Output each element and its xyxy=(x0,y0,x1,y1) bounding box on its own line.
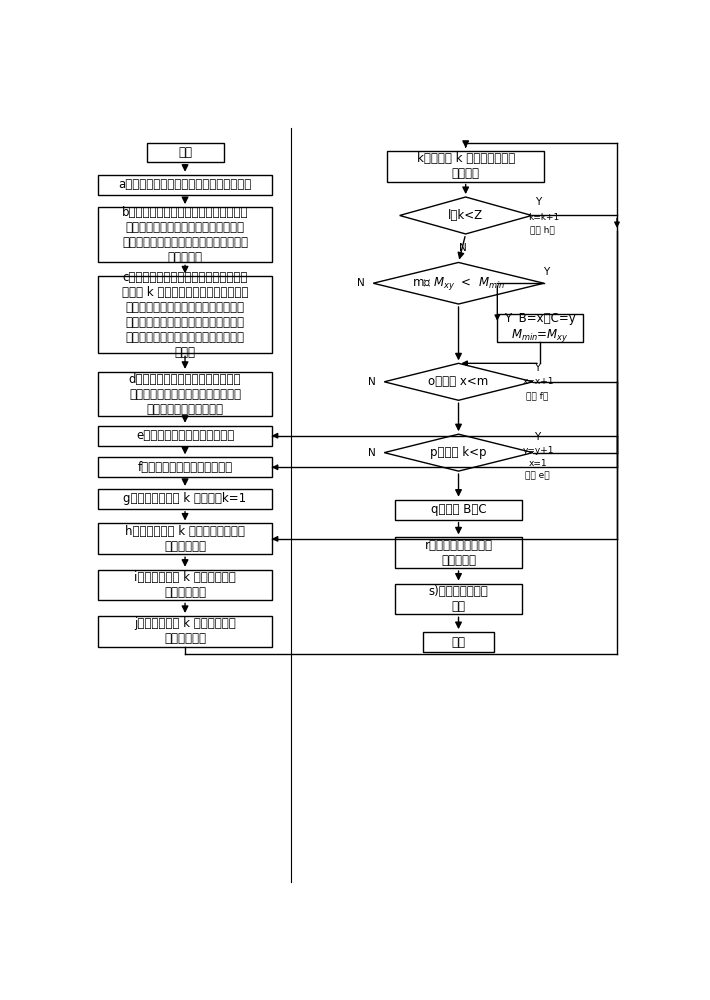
FancyBboxPatch shape xyxy=(387,151,544,182)
Text: 开始: 开始 xyxy=(178,146,192,159)
FancyBboxPatch shape xyxy=(99,457,272,477)
FancyBboxPatch shape xyxy=(99,489,272,509)
FancyBboxPatch shape xyxy=(99,570,272,600)
FancyBboxPatch shape xyxy=(99,175,272,195)
Text: s)根据优化值磨辊
加工: s)根据优化值磨辊 加工 xyxy=(429,585,488,613)
FancyBboxPatch shape xyxy=(395,584,522,614)
Text: 步骤 e）: 步骤 e） xyxy=(525,471,550,480)
Text: c）收集换辊周期内现场设备工艺参数，
生产第 k 卷带钢时，轧机的压下量，收
集冷连轧机组上下工作辊磨辊域值，定
义上下辊粗糙度搜索参数并初始化，定
义上下辊粗: c）收集换辊周期内现场设备工艺参数， 生产第 k 卷带钢时，轧机的压下量，收 集… xyxy=(122,271,248,359)
Polygon shape xyxy=(373,262,544,304)
Text: a）计算机组带钢上下表面压印率相对系数: a）计算机组带钢上下表面压印率相对系数 xyxy=(119,178,251,191)
Text: i）计算生产第 k 卷带钢时，上
工作辊压印率: i）计算生产第 k 卷带钢时，上 工作辊压印率 xyxy=(134,571,236,599)
FancyBboxPatch shape xyxy=(146,143,224,162)
Text: x=x+1: x=x+1 xyxy=(523,377,554,386)
Text: g）产品卷号参数 k 初始化，k=1: g）产品卷号参数 k 初始化，k=1 xyxy=(124,492,246,505)
Text: N: N xyxy=(459,243,466,253)
Text: r）计算上下辊粗糙度
优化设定值: r）计算上下辊粗糙度 优化设定值 xyxy=(425,539,493,567)
Text: Y: Y xyxy=(535,197,542,207)
Polygon shape xyxy=(400,197,532,234)
Text: d）预设定上下辊粗糙度，定义带钢
表面粗糙度综合方差最小值，定义综
合方差锁定变量并初始化: d）预设定上下辊粗糙度，定义带钢 表面粗糙度综合方差最小值，定义综 合方差锁定变… xyxy=(129,373,241,416)
Text: 结束: 结束 xyxy=(452,636,466,649)
FancyBboxPatch shape xyxy=(422,632,494,652)
FancyBboxPatch shape xyxy=(99,616,272,647)
FancyBboxPatch shape xyxy=(99,207,272,262)
FancyBboxPatch shape xyxy=(99,276,272,353)
Text: Y: Y xyxy=(543,267,550,277)
FancyBboxPatch shape xyxy=(395,500,522,520)
Text: l）k<Z: l）k<Z xyxy=(448,209,484,222)
Text: j）计算生产第 k 卷带钢时，下
工作辊压印率: j）计算生产第 k 卷带钢时，下 工作辊压印率 xyxy=(134,617,236,645)
Text: x=1: x=1 xyxy=(529,459,547,468)
Text: q）输出 B、C: q）输出 B、C xyxy=(431,503,486,516)
FancyBboxPatch shape xyxy=(99,372,272,416)
Text: b）收集换辊周期内产品的工艺参数，定
义产品带钢的卷号参数，收集换辊周期
内钢卷总数，带钢的厚度，带钢的强度，
带钢的长度: b）收集换辊周期内产品的工艺参数，定 义产品带钢的卷号参数，收集换辊周期 内钢卷… xyxy=(122,206,248,264)
Text: 步骤 h）: 步骤 h） xyxy=(530,225,555,234)
Text: k=k+1: k=k+1 xyxy=(528,213,559,222)
Text: Y: Y xyxy=(534,432,540,442)
Text: N: N xyxy=(368,448,376,458)
Text: o）判断 x<m: o）判断 x<m xyxy=(428,375,488,388)
FancyBboxPatch shape xyxy=(99,426,272,446)
Text: h）计算生产第 k 卷时的上下工作辊
的实时粗糙度: h）计算生产第 k 卷时的上下工作辊 的实时粗糙度 xyxy=(125,525,245,553)
Text: e）计算下辊初始粗糙度设定值: e）计算下辊初始粗糙度设定值 xyxy=(136,429,234,442)
Text: p）判断 k<p: p）判断 k<p xyxy=(430,446,487,459)
Text: y=y+1: y=y+1 xyxy=(523,446,554,455)
Text: N: N xyxy=(368,377,376,387)
Text: N: N xyxy=(357,278,365,288)
Text: k）计算第 k 卷带钢的上下表
面粗糙度: k）计算第 k 卷带钢的上下表 面粗糙度 xyxy=(417,152,515,180)
FancyBboxPatch shape xyxy=(99,523,272,554)
Text: 步骤 f）: 步骤 f） xyxy=(526,391,548,400)
Polygon shape xyxy=(384,434,532,471)
Text: Y: Y xyxy=(534,363,540,373)
Text: f）计算上辊初始粗糙度设定值: f）计算上辊初始粗糙度设定值 xyxy=(138,461,233,474)
Text: m） $M_{xy}$  <  $M_{min}$: m） $M_{xy}$ < $M_{min}$ xyxy=(412,275,505,292)
FancyBboxPatch shape xyxy=(497,314,583,342)
Text: Y  B=x，C=y
$M_{min}$=$M_{xy}$: Y B=x，C=y $M_{min}$=$M_{xy}$ xyxy=(504,312,576,344)
FancyBboxPatch shape xyxy=(395,537,522,568)
Polygon shape xyxy=(384,363,532,400)
